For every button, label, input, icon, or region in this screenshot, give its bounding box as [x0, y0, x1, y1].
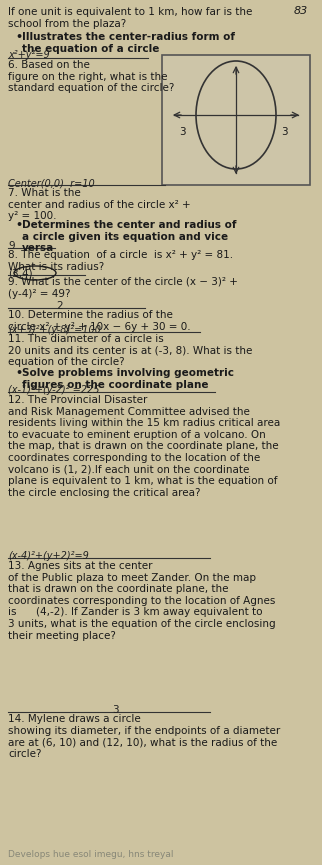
Text: •: •: [15, 368, 22, 378]
Text: Illustrates the center-radius form of
the equation of a circle: Illustrates the center-radius form of th…: [22, 32, 235, 54]
Text: 10. Determine the radius of the
circle x² + y² + 10x − 6y + 30 = 0.: 10. Determine the radius of the circle x…: [8, 310, 191, 331]
Text: 3: 3: [281, 127, 287, 137]
Text: 12. The Provincial Disaster
and Risk Management Committee advised the
residents : 12. The Provincial Disaster and Risk Man…: [8, 395, 280, 497]
Text: 83: 83: [294, 6, 308, 16]
Text: 7. What is the
center and radius of the circle x² +
y² = 100.: 7. What is the center and radius of the …: [8, 188, 191, 221]
Text: •: •: [15, 32, 22, 42]
Text: Solve problems involving geometric
figures on the coordinate plane: Solve problems involving geometric figur…: [22, 368, 234, 389]
Text: 8. The equation  of a circle  is x² + y² = 81.
What is its radius?: 8. The equation of a circle is x² + y² =…: [8, 250, 233, 272]
Text: 3: 3: [179, 127, 185, 137]
Text: (x-1)²+(y-2)² =225: (x-1)²+(y-2)² =225: [8, 385, 99, 395]
Text: Center(0,0)  r=10: Center(0,0) r=10: [8, 178, 95, 188]
Text: 6. Based on the
figure on the right, what is the
standard equation of the circle: 6. Based on the figure on the right, wha…: [8, 60, 175, 93]
Text: (x-4)²+(y+2)²=9: (x-4)²+(y+2)²=9: [8, 551, 89, 561]
Text: x²+y²=9: x²+y²=9: [8, 50, 50, 60]
Text: (3,4): (3,4): [8, 268, 33, 278]
Text: If one unit is equivalent to 1 km, how far is the
school from the plaza?: If one unit is equivalent to 1 km, how f…: [8, 7, 252, 29]
Text: Determines the center and radius of
a circle given its equation and vice
versa: Determines the center and radius of a ci…: [22, 220, 236, 253]
Text: 3: 3: [112, 705, 118, 715]
Text: 9. What is the center of the circle (x − 3)² +
(y-4)² = 49?: 9. What is the center of the circle (x −…: [8, 277, 238, 298]
Text: 11. The diameter of a circle is
20 units and its center is at (-3, 8). What is t: 11. The diameter of a circle is 20 units…: [8, 334, 252, 368]
Text: (x+3)²+(y-8)²=100: (x+3)²+(y-8)²=100: [8, 325, 101, 335]
Bar: [162, 55, 310, 185]
Text: •: •: [15, 220, 22, 230]
Text: Develops hue esol imegu, hns treyal: Develops hue esol imegu, hns treyal: [8, 850, 174, 859]
Text: 2: 2: [57, 301, 63, 311]
Text: 13. Agnes sits at the center
of the Public plaza to meet Zander. On the map
that: 13. Agnes sits at the center of the Publ…: [8, 561, 276, 641]
Text: 9: 9: [8, 241, 14, 251]
Text: 14. Mylene draws a circle
showing its diameter, if the endpoints of a diameter
a: 14. Mylene draws a circle showing its di…: [8, 714, 280, 759]
